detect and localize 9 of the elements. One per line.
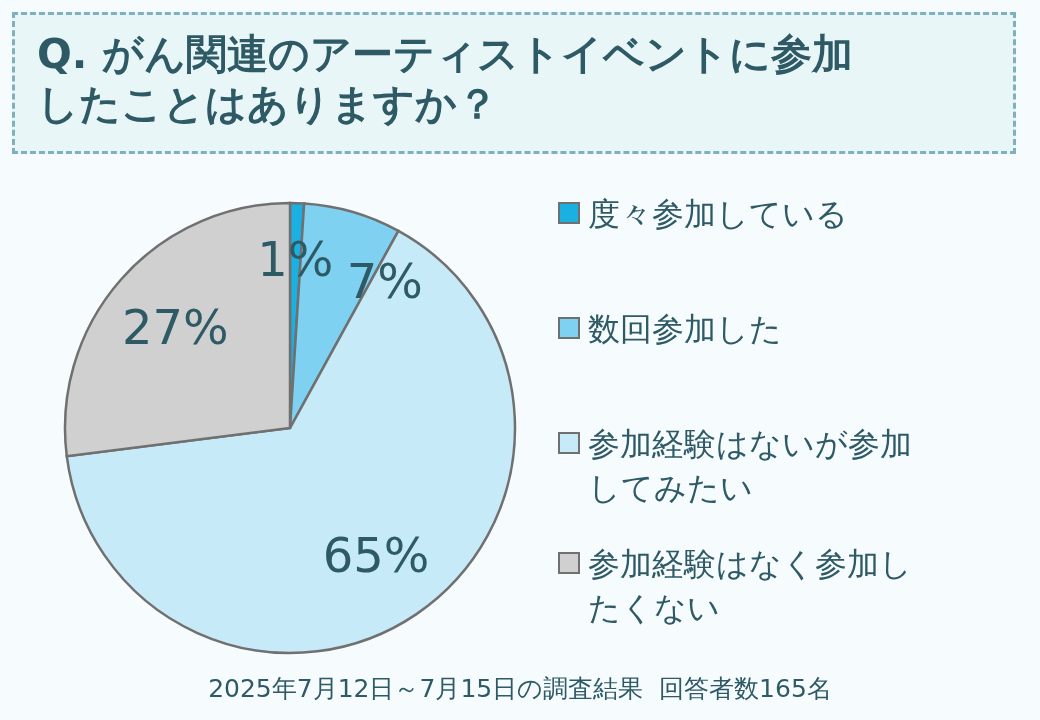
data-label: 27% [121,298,229,355]
chart-title: Q. がん関連のアーティストイベントに参加したことはありますか？ [37,29,854,129]
data-label: 65% [322,526,430,583]
legend-label: 数回参加した [588,309,783,350]
legend-label: 参加経験はなく参加したくない [588,544,913,629]
text: 2025年7月12日～7月15日の調査結果 回答者数165名 [207,673,833,705]
legend-label: 参加経験はないが参加してみたい [588,424,913,509]
legend-label: 度々参加している [588,194,849,235]
data-label: 1% [257,231,334,288]
